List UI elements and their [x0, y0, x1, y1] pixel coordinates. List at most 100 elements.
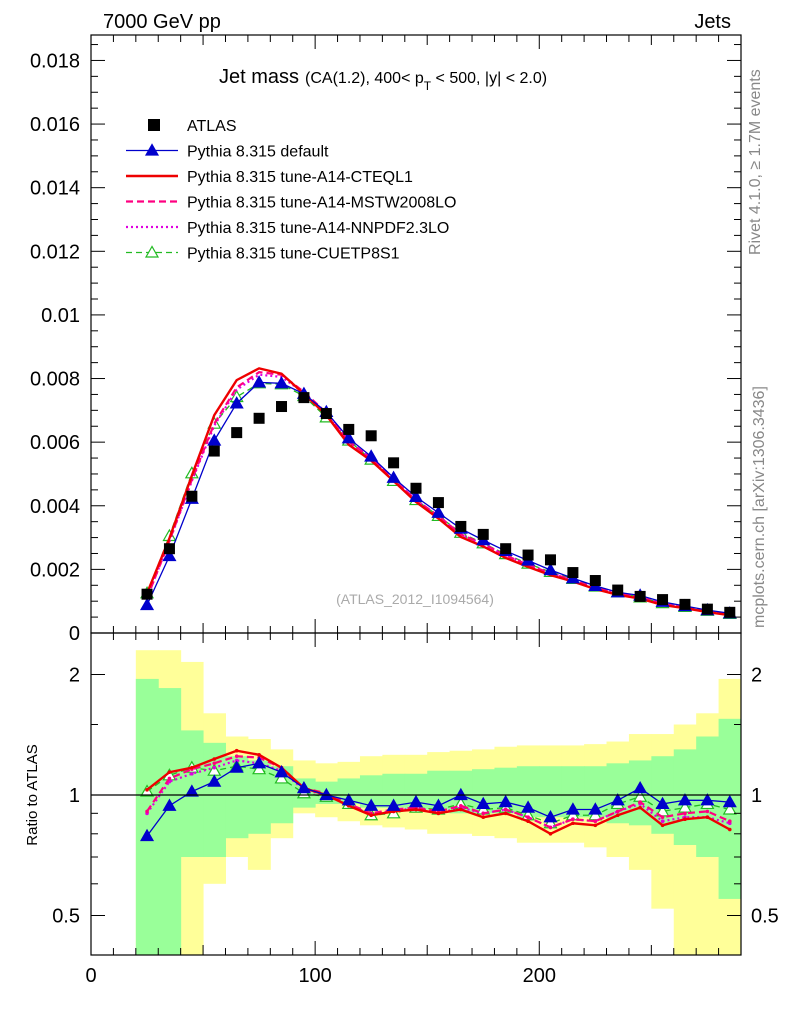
ratio-cteql1-point — [234, 748, 239, 753]
ratio-default-point — [722, 794, 737, 808]
legend-entry-atlas: ATLAS — [148, 118, 237, 135]
lower-frame — [90, 632, 742, 956]
atlas-data-point — [724, 606, 736, 618]
ratio-cteql1-point — [167, 770, 172, 775]
ratio-band-inner-bin — [359, 775, 383, 808]
ratio-cteql1-point — [212, 757, 217, 761]
ratio-cteql1-point — [369, 813, 373, 818]
ratio-default-point — [319, 787, 334, 801]
atlas-data-point — [298, 392, 310, 404]
ratio-cuetp8s1-point — [274, 771, 289, 784]
ratio-nnpdf-point — [234, 758, 239, 763]
legend-label-cteql1: Pythia 8.315 tune-A14-CTEQL1 — [187, 169, 413, 186]
ratio-mstw-point — [638, 800, 642, 804]
atlas-data-point — [522, 549, 534, 561]
legend-label-mstw: Pythia 8.315 tune-A14-MSTW2008LO — [187, 195, 456, 212]
ratio-cteql1-point — [683, 817, 687, 822]
ratio-mstw-point — [660, 815, 665, 820]
ratio-default-point — [588, 802, 603, 815]
atlas-data-point — [208, 445, 220, 457]
ratio-cteql1-point — [638, 805, 642, 810]
ratio-mstw-point — [615, 809, 620, 814]
legend: ATLAS Pythia 8.315 default Pythia 8.315 tu… — [126, 118, 456, 263]
upper-panel: 0 0.002 0.004 0.006 0.008 0.01 0.012 0.014 0.016… — [30, 34, 742, 645]
ratio-cteql1-point — [660, 823, 665, 828]
atlas-data-point — [410, 482, 422, 494]
xtick-label: 0 — [85, 965, 96, 987]
legend-entry-cuetp8s1: Pythia 8.315 tune-CUETP8S1 — [126, 245, 400, 263]
atlas-data-point — [253, 412, 265, 424]
ratio-cteql1-point — [571, 821, 575, 826]
ratio-band-inner-bin — [404, 773, 428, 810]
atlas-data-point — [231, 427, 243, 439]
atlas-data-point — [612, 584, 624, 596]
atlas-data-point — [544, 554, 556, 566]
atlas-data-point — [388, 457, 400, 469]
ratio-mstw-point — [548, 825, 553, 830]
upper-ytick-label: 0.018 — [30, 50, 80, 72]
ratio-nnpdf-line — [146, 759, 731, 829]
ratio-default-point — [162, 798, 177, 811]
ratio-axis-label: Ratio to ATLAS — [24, 744, 41, 845]
upper-default-point — [386, 470, 401, 483]
upper-series-layer — [140, 367, 737, 620]
ratio-mstw-point — [234, 754, 239, 759]
ratio-band-inner-bin — [158, 688, 182, 955]
legend-label-nnpdf: Pythia 8.315 tune-A14-NNPDF2.3LO — [187, 220, 449, 237]
ratio-nnpdf-point — [660, 819, 665, 824]
ratio-mstw-point — [571, 817, 575, 822]
atlas-data-point — [186, 490, 198, 502]
ratio-cteql1-point — [705, 815, 710, 820]
legend-entry-default: Pythia 8.315 default — [126, 143, 329, 161]
lower-ytick-label: 2 — [69, 665, 80, 687]
ratio-mstw-point — [459, 803, 463, 808]
atlas-data-point — [657, 594, 669, 606]
ratio-series-layer — [140, 748, 737, 842]
atlas-data-point — [343, 423, 355, 435]
ratio-band-inner-bin — [247, 760, 271, 834]
legend-atlas-marker — [148, 119, 160, 131]
ratio-default-point — [677, 793, 692, 806]
ratio-band-inner-bin — [561, 766, 585, 818]
upper-default-point — [341, 431, 356, 444]
legend-label-cuetp8s1: Pythia 8.315 tune-CUETP8S1 — [187, 246, 400, 263]
ratio-default-point — [610, 793, 625, 806]
atlas-data-point — [567, 567, 579, 579]
upper-ytick-label: 0.01 — [41, 305, 80, 327]
ratio-default-point — [364, 798, 379, 811]
ratio-mstw-point — [167, 776, 172, 781]
plot-title-sub: T — [424, 79, 432, 93]
atlas-data-point — [589, 575, 601, 587]
ratio-default-point — [229, 760, 244, 773]
ratio-cteql1-point — [503, 811, 508, 816]
legend-label-atlas: ATLAS — [187, 118, 237, 135]
plot-title-main: Jet mass — [219, 66, 299, 88]
ratio-cteql1-point — [727, 827, 732, 832]
ratio-mstw-point — [593, 819, 598, 824]
upper-default-point — [162, 548, 177, 562]
ratio-default-point — [184, 784, 199, 797]
ratio-band-inner-bin — [427, 770, 451, 810]
ratio-mstw-point — [481, 811, 486, 816]
upper-ytick-label: 0.008 — [30, 369, 80, 391]
ratio-band-inner-bin — [539, 766, 563, 818]
ratio-band-inner-bin — [135, 678, 159, 955]
ratio-cteql1-point — [459, 807, 463, 812]
xtick-label: 200 — [523, 965, 556, 987]
ratio-mstw-point — [526, 815, 530, 820]
ratio-mstw-line — [146, 755, 731, 829]
ratio-default-point — [521, 800, 536, 813]
ratio-default-point — [453, 787, 468, 801]
atlas-data-point — [432, 497, 444, 509]
ratio-cteql1-point — [257, 753, 261, 757]
upper-default-point — [274, 376, 289, 389]
plot-title-rest: (CA(1.2), 400< p — [305, 70, 424, 87]
legend-entry-nnpdf: Pythia 8.315 tune-A14-NNPDF2.3LO — [126, 220, 449, 237]
ratio-nnpdf-point — [190, 771, 194, 776]
ratio-band-inner-bin — [337, 778, 361, 804]
ratio-mstw-point — [503, 807, 508, 812]
atlas-data-point — [634, 590, 646, 602]
upper-ytick-label: 0.006 — [30, 432, 80, 454]
ratio-default-point — [565, 802, 580, 815]
